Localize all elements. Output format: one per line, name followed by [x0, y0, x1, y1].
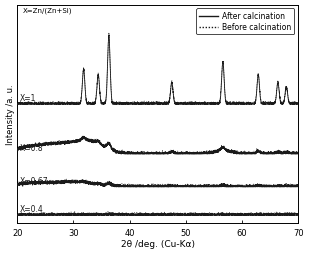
Text: X=1: X=1 [20, 93, 36, 102]
X-axis label: 2θ /deg. (Cu-Kα): 2θ /deg. (Cu-Kα) [121, 240, 195, 248]
Text: X=0.4: X=0.4 [20, 204, 44, 213]
Legend: After calcination, Before calcination: After calcination, Before calcination [196, 9, 294, 35]
Text: X=0.67: X=0.67 [20, 176, 49, 185]
Y-axis label: Intensity /a. u.: Intensity /a. u. [6, 84, 15, 145]
Text: X=0.8: X=0.8 [20, 143, 44, 152]
Text: X=Zn/(Zn+Si): X=Zn/(Zn+Si) [23, 8, 72, 14]
